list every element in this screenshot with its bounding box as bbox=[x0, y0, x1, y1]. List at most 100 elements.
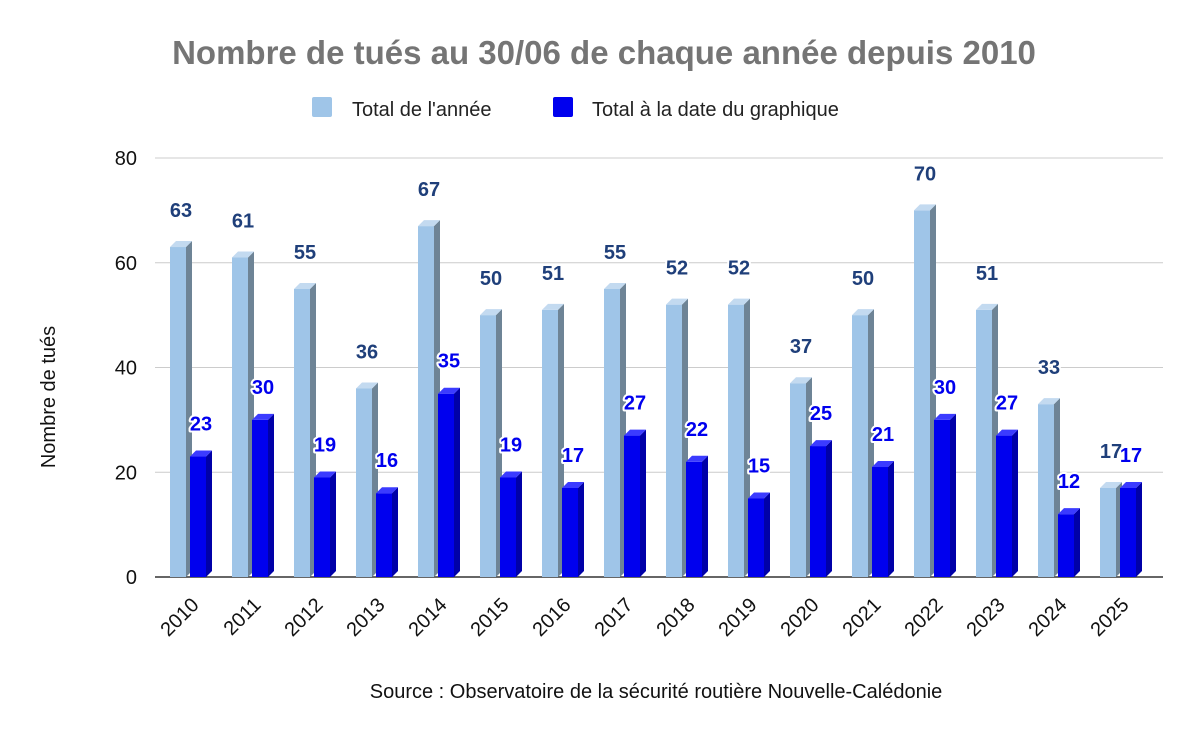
bar-front bbox=[170, 247, 186, 577]
bar-top bbox=[852, 309, 874, 316]
bar-top bbox=[1038, 398, 1060, 405]
bar-front bbox=[418, 226, 434, 577]
data-label: 52 bbox=[728, 258, 750, 280]
bar-front bbox=[252, 419, 268, 577]
x-tick-label: 2018 bbox=[653, 594, 700, 641]
bar-total-annee-2023 bbox=[976, 303, 998, 577]
bar-total-annee-2017 bbox=[604, 282, 626, 577]
bar-front bbox=[232, 257, 248, 577]
bar-side bbox=[330, 471, 336, 577]
bar-front bbox=[624, 435, 640, 577]
bar-total-annee-2020 bbox=[790, 377, 812, 577]
bar-top bbox=[190, 450, 212, 457]
bar-total-annee-2018 bbox=[666, 298, 688, 577]
data-label: 17 bbox=[562, 445, 584, 467]
bar-top bbox=[1100, 481, 1122, 488]
bar-total-annee-2013 bbox=[356, 382, 378, 577]
bar-top bbox=[438, 387, 460, 394]
bar-top bbox=[666, 298, 688, 305]
bar-front bbox=[438, 393, 454, 577]
bar-front bbox=[686, 461, 702, 577]
bar-side bbox=[392, 487, 398, 577]
bar-top bbox=[356, 382, 378, 389]
bar-top bbox=[604, 282, 626, 289]
bar-total-date-2012 bbox=[314, 471, 336, 577]
data-label: 27 bbox=[624, 393, 646, 415]
bar-top bbox=[170, 241, 192, 248]
data-label: 36 bbox=[356, 341, 378, 363]
bar-side bbox=[826, 440, 832, 577]
data-label: 52 bbox=[666, 258, 688, 280]
bar-front bbox=[790, 383, 806, 577]
data-label: 19 bbox=[500, 434, 522, 456]
bar-top bbox=[748, 492, 770, 499]
x-tick-label: 2010 bbox=[157, 594, 204, 641]
data-labels: 63 23 61 30 55 19 36 16 67 35 50 19 51 17 55 27 52 22 52 15… bbox=[168, 161, 1144, 495]
x-tick-label: 2012 bbox=[281, 594, 328, 641]
bar-top bbox=[1058, 508, 1080, 515]
bar-top bbox=[314, 471, 336, 478]
bar-total-date-2014 bbox=[438, 387, 460, 577]
bar-top bbox=[1120, 481, 1142, 488]
bar-total-annee-2021 bbox=[852, 309, 874, 577]
bar-total-annee-2014 bbox=[418, 220, 440, 577]
legend: Total de l'année Total à la date du grap… bbox=[312, 97, 839, 121]
bar-total-annee-2025 bbox=[1100, 481, 1122, 577]
bar-front bbox=[604, 288, 620, 577]
bar-front bbox=[562, 487, 578, 577]
bar-total-date-2019 bbox=[748, 492, 770, 577]
y-tick-label: 20 bbox=[115, 462, 137, 484]
x-tick-label: 2016 bbox=[529, 594, 576, 641]
bar-front bbox=[500, 477, 516, 577]
x-tick-label: 2024 bbox=[1025, 594, 1072, 641]
bar-top bbox=[996, 429, 1018, 436]
legend-label-series-1: Total de l'année bbox=[352, 99, 491, 121]
bar-side bbox=[578, 481, 584, 577]
bar-front bbox=[314, 477, 330, 577]
bar-front bbox=[914, 210, 930, 577]
bar-front bbox=[1038, 404, 1054, 577]
bar-front bbox=[996, 435, 1012, 577]
bar-top bbox=[376, 487, 398, 494]
bar-front bbox=[376, 493, 392, 577]
data-label: 67 bbox=[418, 179, 440, 201]
bar-total-date-2021 bbox=[872, 461, 894, 577]
bar-side bbox=[702, 455, 708, 577]
bar-front bbox=[542, 309, 558, 577]
bar-total-annee-2016 bbox=[542, 303, 564, 577]
bar-total-annee-2011 bbox=[232, 251, 254, 577]
data-label: 22 bbox=[686, 419, 708, 441]
data-label: 12 bbox=[1058, 471, 1080, 493]
bar-front bbox=[480, 315, 496, 577]
bar-top bbox=[686, 455, 708, 462]
bar-front bbox=[1058, 514, 1074, 577]
data-label: 17 bbox=[1120, 445, 1142, 467]
data-label: 15 bbox=[748, 455, 770, 477]
bar-front bbox=[728, 304, 744, 577]
legend-label-series-2: Total à la date du graphique bbox=[592, 99, 839, 121]
data-label: 70 bbox=[914, 163, 936, 185]
bar-top bbox=[872, 461, 894, 468]
y-axis-label: Nombre de tués bbox=[38, 326, 60, 468]
data-label: 51 bbox=[976, 263, 998, 285]
bar-front bbox=[666, 304, 682, 577]
data-label: 21 bbox=[872, 424, 894, 446]
data-label: 27 bbox=[996, 393, 1018, 415]
bar-top bbox=[934, 413, 956, 420]
bar-front bbox=[748, 498, 764, 577]
bar-total-date-2011 bbox=[252, 413, 274, 577]
bar-front bbox=[1100, 487, 1116, 577]
data-label: 63 bbox=[170, 200, 192, 222]
x-tick-label: 2025 bbox=[1087, 594, 1134, 641]
bar-top bbox=[562, 481, 584, 488]
bar-top bbox=[790, 377, 812, 384]
bars bbox=[170, 204, 1142, 577]
bar-front bbox=[190, 456, 206, 577]
bar-top bbox=[418, 220, 440, 227]
x-tick-label: 2023 bbox=[963, 594, 1010, 641]
bar-front bbox=[1120, 487, 1136, 577]
data-label: 25 bbox=[810, 403, 832, 425]
bar-total-date-2017 bbox=[624, 429, 646, 577]
bar-side bbox=[640, 429, 646, 577]
